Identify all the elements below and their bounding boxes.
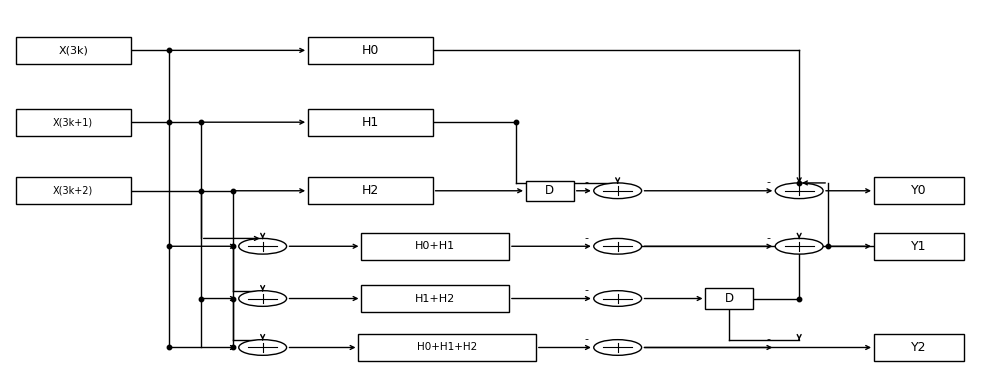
Bar <box>361 233 509 260</box>
Text: Y2: Y2 <box>911 341 927 354</box>
Text: H0: H0 <box>362 44 379 57</box>
Bar <box>358 334 536 361</box>
Circle shape <box>594 340 642 356</box>
Text: -: - <box>766 334 770 344</box>
Text: Y1: Y1 <box>911 240 927 253</box>
Text: H1+H2: H1+H2 <box>415 294 455 303</box>
Bar <box>874 233 964 260</box>
Bar <box>308 109 433 136</box>
Bar <box>361 285 509 312</box>
Circle shape <box>239 238 287 254</box>
Bar <box>874 334 964 361</box>
Circle shape <box>775 238 823 254</box>
Bar <box>308 177 433 204</box>
Text: H2: H2 <box>362 184 379 197</box>
Bar <box>705 288 753 309</box>
Text: H1: H1 <box>362 116 379 129</box>
Text: -: - <box>585 232 589 243</box>
Text: X(3k+2): X(3k+2) <box>53 186 93 196</box>
Text: X(3k): X(3k) <box>58 45 88 56</box>
Circle shape <box>594 238 642 254</box>
Circle shape <box>239 340 287 356</box>
Text: H0+H1+H2: H0+H1+H2 <box>417 342 477 352</box>
Text: X(3k+1): X(3k+1) <box>53 117 93 127</box>
Bar <box>16 177 131 204</box>
Circle shape <box>594 291 642 306</box>
Text: -: - <box>585 334 589 344</box>
Circle shape <box>239 291 287 306</box>
Text: Y0: Y0 <box>911 184 927 197</box>
Text: -: - <box>766 177 770 187</box>
Circle shape <box>594 183 642 199</box>
Text: -: - <box>766 232 770 243</box>
Text: -: - <box>585 285 589 295</box>
Text: H0+H1: H0+H1 <box>415 241 455 251</box>
Bar <box>16 37 131 64</box>
Bar <box>874 177 964 204</box>
Text: D: D <box>725 292 734 305</box>
Text: -: - <box>585 177 589 187</box>
Circle shape <box>775 183 823 199</box>
Text: D: D <box>545 184 554 197</box>
Bar <box>526 181 574 201</box>
Bar <box>308 37 433 64</box>
Bar <box>16 109 131 136</box>
